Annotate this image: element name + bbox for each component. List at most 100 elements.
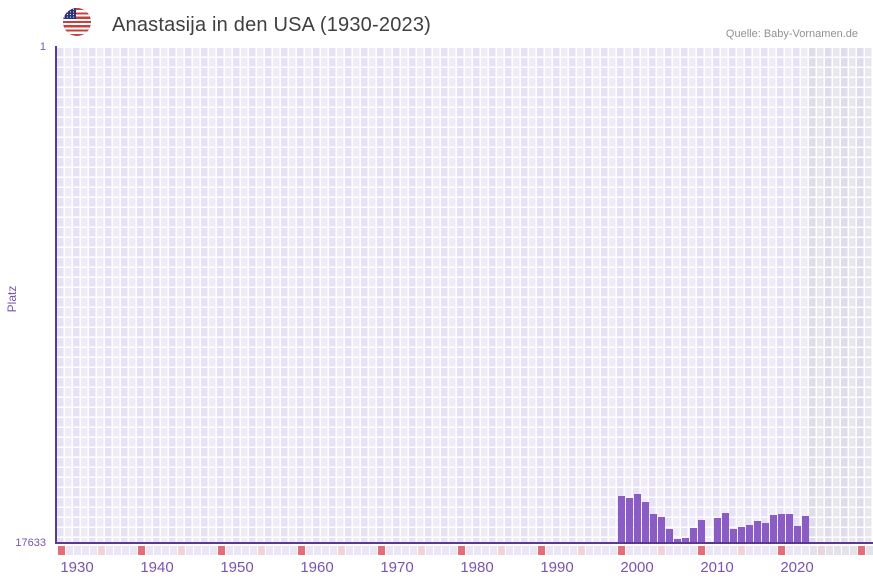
- strip-cell-1943: [177, 546, 185, 555]
- strip-cell-1954: [265, 546, 273, 555]
- strip-cell-1932: [89, 546, 97, 555]
- strip-cell-1938: [137, 546, 145, 555]
- x-axis-tick-1950: 1950: [220, 559, 254, 576]
- strip-cell-2011: [721, 546, 729, 555]
- strip-cell-2001: [641, 546, 649, 555]
- strip-cell-1961: [321, 546, 329, 555]
- bar-2016[interactable]: [761, 523, 769, 542]
- strip-cell-2002: [649, 546, 657, 555]
- strip-cell-1993: [577, 546, 585, 555]
- strip-cell-1992: [569, 546, 577, 555]
- strip-cell-2028: [857, 546, 865, 555]
- bar-2020[interactable]: [793, 526, 801, 542]
- strip-cell-2014: [745, 546, 753, 555]
- bar-1998[interactable]: [617, 496, 625, 542]
- bar-2005[interactable]: [673, 539, 681, 542]
- bar-2000[interactable]: [633, 494, 641, 542]
- strip-cell-1964: [345, 546, 353, 555]
- bar-2021[interactable]: [801, 516, 809, 542]
- strip-cell-1997: [609, 546, 617, 555]
- strip-cell-1946: [201, 546, 209, 555]
- strip-cell-1998: [617, 546, 625, 555]
- strip-cell-1976: [441, 546, 449, 555]
- strip-cell-1933: [97, 546, 105, 555]
- grid-background: [57, 48, 873, 542]
- strip-cell-1972: [409, 546, 417, 555]
- strip-cell-1942: [169, 546, 177, 555]
- strip-cell-1930: [73, 546, 81, 555]
- strip-cell-1952: [249, 546, 257, 555]
- strip-cell-1966: [361, 546, 369, 555]
- bar-2012[interactable]: [729, 529, 737, 542]
- bar-2015[interactable]: [753, 521, 761, 542]
- bar-2013[interactable]: [737, 527, 745, 542]
- strip-cell-2007: [689, 546, 697, 555]
- strip-cell-2016: [761, 546, 769, 555]
- strip-cell-2006: [681, 546, 689, 555]
- strip-cell-1949: [225, 546, 233, 555]
- strip-cell-1955: [273, 546, 281, 555]
- x-axis-tick-2020: 2020: [780, 559, 814, 576]
- page-title: Anastasija in den USA (1930-2023): [112, 14, 432, 36]
- x-axis-tick-1970: 1970: [380, 559, 414, 576]
- strip-cell-2008: [697, 546, 705, 555]
- strip-cell-1971: [401, 546, 409, 555]
- strip-cell-1956: [281, 546, 289, 555]
- strip-cell-1983: [497, 546, 505, 555]
- plot-area: [55, 46, 873, 544]
- strip-cell-1937: [129, 546, 137, 555]
- bar-2010[interactable]: [713, 518, 721, 542]
- strip-cell-1960: [313, 546, 321, 555]
- bar-2017[interactable]: [769, 515, 777, 542]
- x-axis-tick-1980: 1980: [460, 559, 494, 576]
- bar-2001[interactable]: [641, 502, 649, 542]
- x-axis-tick-2000: 2000: [620, 559, 654, 576]
- bar-2018[interactable]: [777, 514, 785, 542]
- strip-cell-1965: [353, 546, 361, 555]
- x-axis-tick-1960: 1960: [300, 559, 334, 576]
- strip-cell-1968: [377, 546, 385, 555]
- bar-2019[interactable]: [785, 514, 793, 542]
- strip-cell-2027: [849, 546, 857, 555]
- strip-cell-1934: [105, 546, 113, 555]
- strip-cell-1977: [449, 546, 457, 555]
- bar-2008[interactable]: [697, 520, 705, 542]
- y-axis-tick-top: 1: [39, 41, 46, 53]
- strip-cell-1957: [289, 546, 297, 555]
- strip-cell-1939: [145, 546, 153, 555]
- strip-cell-2015: [753, 546, 761, 555]
- strip-cell-2023: [817, 546, 825, 555]
- strip-cell-1985: [513, 546, 521, 555]
- bar-2002[interactable]: [649, 514, 657, 542]
- strip-cell-1987: [529, 546, 537, 555]
- bar-2011[interactable]: [721, 513, 729, 542]
- strip-cell-2004: [665, 546, 673, 555]
- strip-cell-1974: [425, 546, 433, 555]
- bar-2003[interactable]: [657, 517, 665, 542]
- strip-cell-1995: [593, 546, 601, 555]
- bar-2004[interactable]: [665, 529, 673, 542]
- bar-1999[interactable]: [625, 498, 633, 542]
- strip-cell-2019: [785, 546, 793, 555]
- strip-cell-1979: [465, 546, 473, 555]
- bar-2006[interactable]: [681, 538, 689, 542]
- strip-cell-1975: [433, 546, 441, 555]
- strip-cell-2010: [713, 546, 721, 555]
- strip-cell-1989: [545, 546, 553, 555]
- strip-cell-1948: [217, 546, 225, 555]
- y-axis-title: Platz: [5, 285, 19, 313]
- strip-cell-1936: [121, 546, 129, 555]
- bar-2007[interactable]: [689, 528, 697, 542]
- bar-2014[interactable]: [745, 525, 753, 542]
- strip-cell-1950: [233, 546, 241, 555]
- strip-cell-1959: [305, 546, 313, 555]
- no-data-zone: [809, 48, 873, 542]
- x-axis-tick-1990: 1990: [540, 559, 574, 576]
- strip-cell-2000: [633, 546, 641, 555]
- strip-cell-1973: [417, 546, 425, 555]
- strip-cell-1988: [537, 546, 545, 555]
- strip-cell-1963: [337, 546, 345, 555]
- strip-cell-1935: [113, 546, 121, 555]
- source-credit: Quelle: Baby-Vornamen.de: [725, 28, 858, 40]
- strip-cell-1947: [209, 546, 217, 555]
